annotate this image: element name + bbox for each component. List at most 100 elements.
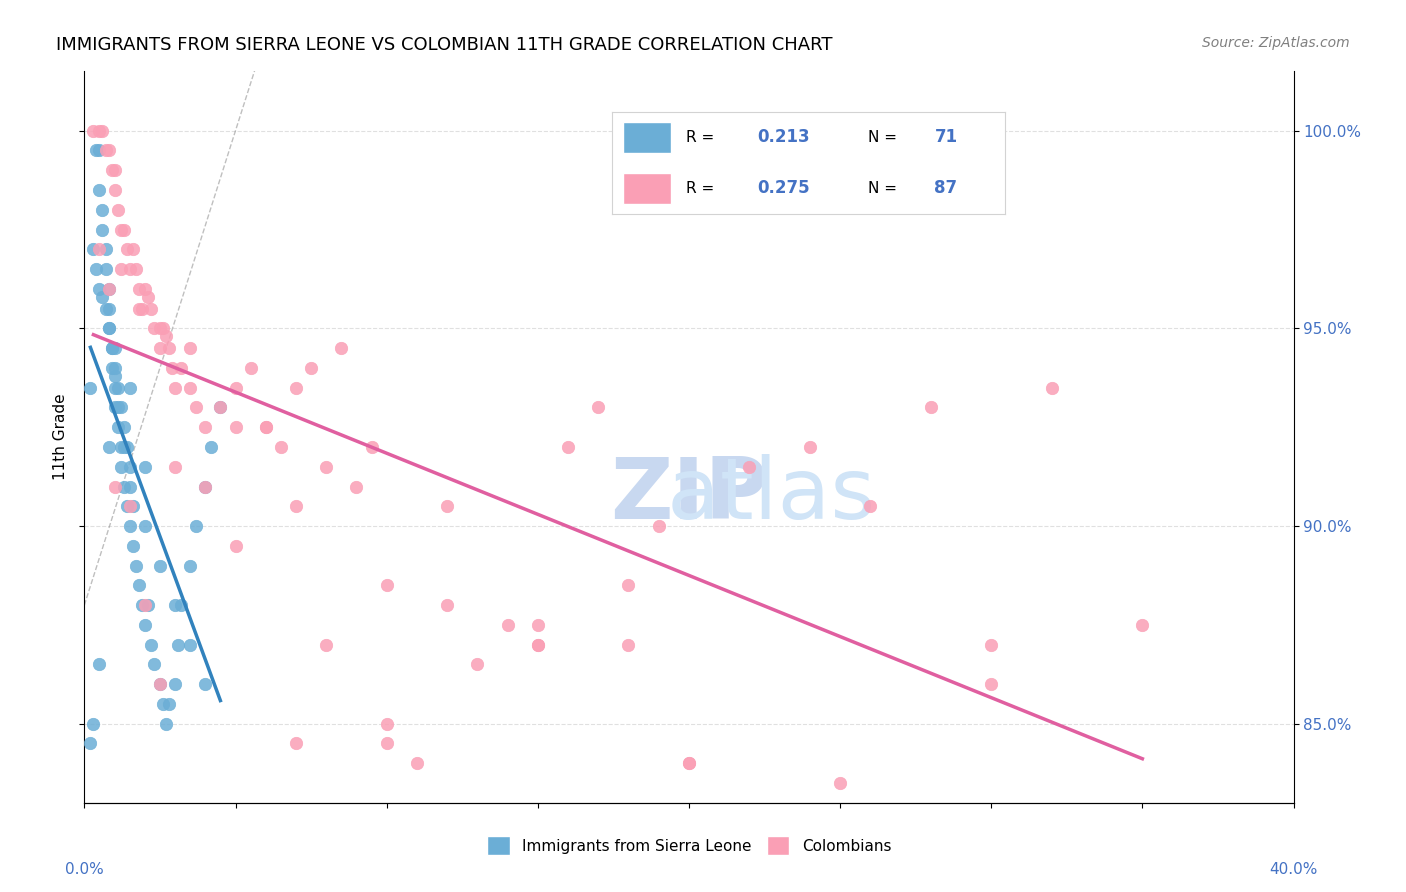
Point xyxy=(239,360,262,375)
Point xyxy=(94,144,117,158)
Point xyxy=(406,756,429,771)
Point xyxy=(920,401,942,415)
Point xyxy=(94,242,117,256)
Point xyxy=(436,598,458,612)
Point xyxy=(170,360,193,375)
Point xyxy=(82,716,104,731)
Point xyxy=(225,420,247,434)
Point xyxy=(118,519,141,533)
Point xyxy=(107,420,129,434)
Point xyxy=(104,368,127,383)
Text: ZIP: ZIP xyxy=(610,454,768,537)
Point xyxy=(107,202,129,217)
Point xyxy=(89,242,111,256)
Point xyxy=(186,519,208,533)
Text: N =: N = xyxy=(868,181,901,196)
Point xyxy=(100,360,122,375)
Point xyxy=(299,360,322,375)
Point xyxy=(89,183,111,197)
Point xyxy=(165,381,187,395)
Point xyxy=(100,341,122,355)
Text: 71: 71 xyxy=(935,128,957,146)
Point xyxy=(194,677,217,691)
Point xyxy=(107,401,129,415)
Point xyxy=(155,329,177,343)
Point xyxy=(100,163,122,178)
Point xyxy=(89,123,111,137)
Point xyxy=(104,183,127,197)
Point xyxy=(91,290,114,304)
Text: 0.0%: 0.0% xyxy=(65,862,104,877)
Point xyxy=(1132,618,1154,632)
Point xyxy=(112,420,135,434)
Point xyxy=(110,262,132,277)
Point xyxy=(121,539,143,553)
Point xyxy=(128,282,150,296)
Point xyxy=(200,440,222,454)
Point xyxy=(131,301,153,316)
Point xyxy=(89,282,111,296)
Point xyxy=(110,459,132,474)
Point xyxy=(678,756,700,771)
Point xyxy=(97,440,120,454)
Point xyxy=(527,618,550,632)
Point xyxy=(112,440,135,454)
Point xyxy=(110,401,132,415)
Point xyxy=(149,321,172,335)
Point xyxy=(149,677,172,691)
Point xyxy=(467,657,489,672)
Point xyxy=(110,440,132,454)
Point xyxy=(179,558,201,573)
Point xyxy=(104,341,127,355)
Point xyxy=(86,262,108,277)
Point xyxy=(149,558,172,573)
Point xyxy=(254,420,277,434)
Point xyxy=(94,301,117,316)
Point xyxy=(194,479,217,493)
Point xyxy=(136,290,159,304)
Point xyxy=(285,737,308,751)
Point xyxy=(104,163,127,178)
Point xyxy=(139,301,162,316)
Point xyxy=(165,598,187,612)
Point xyxy=(89,657,111,672)
Point xyxy=(859,500,882,514)
Text: R =: R = xyxy=(686,181,720,196)
Point xyxy=(375,737,398,751)
Point xyxy=(91,202,114,217)
Point xyxy=(79,381,101,395)
Point xyxy=(121,500,143,514)
Point xyxy=(225,539,247,553)
Point xyxy=(830,776,852,790)
Point xyxy=(980,677,1002,691)
Legend: Immigrants from Sierra Leone, Colombians: Immigrants from Sierra Leone, Colombians xyxy=(481,830,897,861)
Point xyxy=(107,381,129,395)
Point xyxy=(496,618,519,632)
Point xyxy=(125,262,148,277)
Point xyxy=(270,440,292,454)
Point xyxy=(157,341,180,355)
Point xyxy=(134,519,156,533)
Point xyxy=(160,360,183,375)
Point xyxy=(375,578,398,592)
Point xyxy=(149,677,172,691)
Point xyxy=(118,500,141,514)
Point xyxy=(285,500,308,514)
Point xyxy=(678,756,700,771)
Point xyxy=(360,440,382,454)
Point xyxy=(186,401,208,415)
Point xyxy=(225,381,247,395)
Point xyxy=(179,638,201,652)
Point xyxy=(110,222,132,236)
Text: N =: N = xyxy=(868,129,901,145)
Point xyxy=(149,341,172,355)
Point xyxy=(100,341,122,355)
Point xyxy=(97,282,120,296)
Point xyxy=(131,598,153,612)
Point xyxy=(142,321,165,335)
Point xyxy=(91,222,114,236)
Point xyxy=(254,420,277,434)
Point xyxy=(155,716,177,731)
Point xyxy=(118,381,141,395)
Point xyxy=(128,301,150,316)
